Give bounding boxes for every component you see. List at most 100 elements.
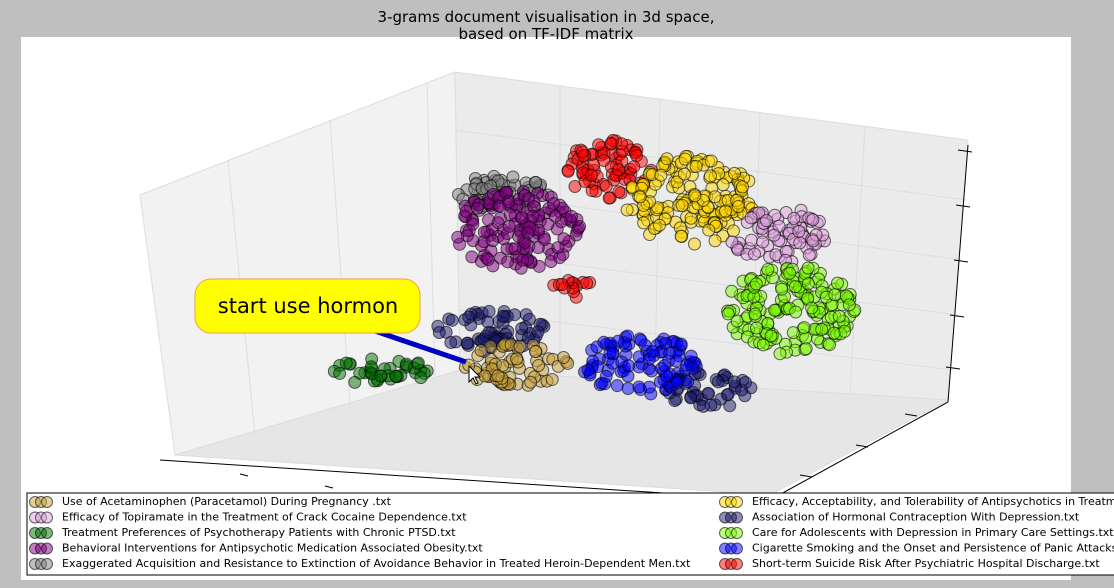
point [470, 201, 484, 215]
point [621, 329, 635, 343]
point [486, 234, 500, 248]
point [773, 347, 787, 361]
point [764, 329, 778, 343]
point [827, 326, 841, 340]
point [660, 152, 674, 166]
legend-label: Exaggerated Acquisition and Resistance t… [62, 557, 691, 570]
point [526, 209, 540, 223]
legend [26, 492, 1114, 576]
point [730, 314, 744, 328]
legend-label: Association of Hormonal Contraception Wi… [752, 511, 1080, 524]
point [687, 237, 701, 251]
annotation-box [194, 278, 421, 334]
legend-label: Efficacy of Topiramate in the Treatment … [62, 511, 467, 524]
point [738, 375, 752, 389]
point [678, 152, 692, 166]
point [658, 358, 672, 372]
point [551, 241, 565, 255]
point [681, 375, 695, 389]
point [801, 261, 815, 275]
legend-label: Efficacy, Acceptability, and Tolerabilit… [752, 495, 1114, 508]
point [411, 356, 425, 370]
point [761, 263, 775, 277]
point [725, 284, 739, 298]
point [788, 280, 802, 294]
point [806, 234, 820, 248]
point [576, 145, 590, 159]
legend-entries: Use of Acetaminophen (Paracetamol) Durin… [29, 495, 1114, 570]
title-line: 3-grams document visualisation in 3d spa… [378, 8, 715, 26]
point [646, 344, 660, 358]
point [630, 149, 644, 163]
chart-title: 3-grams document visualisation in 3d spa… [378, 8, 715, 43]
point [496, 309, 510, 323]
point [674, 337, 688, 351]
point [708, 234, 722, 248]
point [602, 191, 616, 205]
point [744, 233, 758, 247]
point [516, 253, 530, 267]
point [759, 214, 773, 228]
point [592, 138, 606, 152]
point [637, 216, 651, 230]
point [714, 392, 728, 406]
point [459, 204, 473, 218]
point [680, 358, 694, 372]
point [792, 224, 806, 238]
point [708, 190, 722, 204]
point [561, 164, 575, 178]
point [659, 336, 673, 350]
point [466, 217, 480, 231]
point [674, 229, 688, 243]
point [506, 170, 520, 184]
point [670, 175, 684, 189]
points [327, 134, 862, 413]
legend-label: Cigarette Smoking and the Onset and Pers… [752, 542, 1114, 555]
point [524, 375, 538, 389]
point [627, 160, 641, 174]
point [621, 381, 635, 395]
point [502, 219, 516, 233]
point [445, 313, 459, 327]
point [555, 278, 569, 292]
point [595, 376, 609, 390]
point [541, 217, 555, 231]
point [689, 160, 703, 174]
point [726, 224, 740, 238]
point [684, 391, 698, 405]
legend-label: Behavioral Interventions for Antipsychot… [62, 542, 483, 555]
point [339, 356, 353, 370]
point [374, 369, 388, 383]
point [528, 344, 542, 358]
annotation: start use hormon [218, 294, 398, 318]
point [451, 230, 465, 244]
point [727, 166, 741, 180]
point [531, 241, 545, 255]
point [802, 248, 816, 262]
point [677, 167, 691, 181]
point [749, 277, 763, 291]
point [768, 303, 782, 317]
point [597, 335, 611, 349]
point [444, 336, 458, 350]
point [748, 307, 762, 321]
point [735, 180, 749, 194]
point [364, 360, 378, 374]
point [508, 242, 522, 256]
point [477, 225, 491, 239]
point [721, 307, 735, 321]
point [501, 255, 515, 269]
point [521, 226, 535, 240]
point [580, 276, 594, 290]
point [604, 136, 618, 150]
point [634, 333, 648, 347]
point [654, 168, 668, 182]
legend-swatch [731, 542, 743, 555]
point [611, 334, 625, 348]
point [491, 216, 505, 230]
point [622, 359, 636, 373]
point [482, 325, 496, 339]
point [478, 369, 492, 383]
point [633, 190, 647, 204]
point [599, 179, 613, 193]
